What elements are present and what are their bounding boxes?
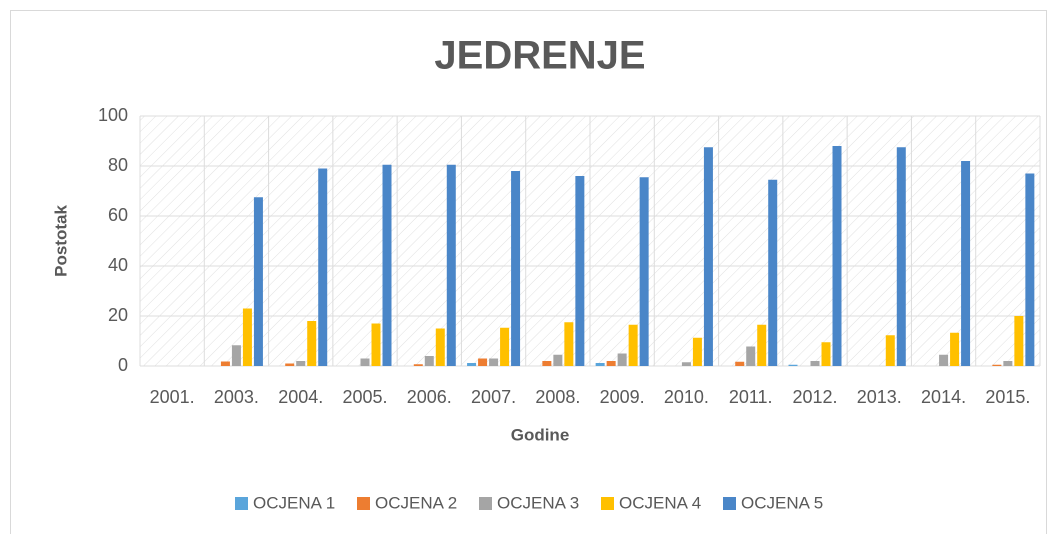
- bar: [511, 171, 521, 366]
- bar: [553, 354, 563, 366]
- chart-title: JEDRENJE: [434, 34, 645, 78]
- bar: [242, 308, 252, 366]
- bar: [296, 361, 306, 366]
- x-tick-label: 2004.: [278, 387, 323, 407]
- bar: [617, 353, 627, 366]
- x-tick-label: 2011.: [729, 387, 773, 407]
- bar: [307, 321, 317, 366]
- bar: [681, 362, 691, 366]
- y-tick-label: 60: [108, 205, 128, 225]
- x-tick-label: 2003.: [214, 387, 259, 407]
- bar: [467, 363, 477, 366]
- bar: [371, 323, 381, 366]
- legend-label: OCJENA 3: [497, 493, 579, 512]
- bar: [735, 361, 745, 366]
- bar: [885, 335, 895, 366]
- bar: [810, 361, 820, 366]
- x-tick-label: 2001.: [150, 387, 195, 407]
- x-tick-label: 2013.: [857, 387, 902, 407]
- bar: [382, 164, 392, 366]
- bar: [950, 332, 960, 366]
- bar: [628, 324, 638, 366]
- bar: [564, 322, 574, 366]
- y-axis-label: Postotak: [51, 205, 70, 277]
- bar: [285, 363, 295, 366]
- legend-label: OCJENA 4: [619, 493, 701, 512]
- bar: [703, 147, 713, 366]
- bar: [413, 364, 423, 366]
- bar: [896, 147, 906, 366]
- bar: [832, 146, 842, 366]
- bar: [489, 358, 499, 366]
- legend-label: OCJENA 1: [253, 493, 335, 512]
- bar: [768, 179, 778, 366]
- bar: [446, 164, 456, 366]
- x-tick-label: 2009.: [600, 387, 645, 407]
- y-tick-label: 0: [118, 355, 128, 375]
- bar: [231, 345, 241, 366]
- bar: [575, 176, 585, 366]
- x-tick-label: 2008.: [535, 387, 580, 407]
- bar: [746, 346, 756, 366]
- legend-swatch: [235, 497, 248, 510]
- bar: [639, 177, 649, 366]
- bar: [1014, 316, 1024, 366]
- y-tick-label: 40: [108, 255, 128, 275]
- bar: [939, 354, 949, 366]
- legend-label: OCJENA 2: [375, 493, 457, 512]
- bar: [360, 358, 370, 366]
- legend-swatch: [479, 497, 492, 510]
- legend-label: OCJENA 5: [741, 493, 823, 512]
- bar: [220, 361, 230, 366]
- x-tick-label: 2007.: [471, 387, 516, 407]
- bar: [757, 324, 767, 366]
- y-tick-label: 20: [108, 305, 128, 325]
- bar: [821, 342, 831, 366]
- bar: [478, 358, 488, 366]
- x-tick-label: 2015.: [985, 387, 1030, 407]
- legend-swatch: [357, 497, 370, 510]
- bar: [435, 328, 445, 366]
- legend-swatch: [723, 497, 736, 510]
- bar: [1003, 361, 1013, 366]
- bar: [788, 364, 798, 366]
- bar: [1025, 173, 1035, 366]
- bar: [500, 327, 510, 366]
- x-tick-label: 2005.: [342, 387, 387, 407]
- bar: [318, 168, 328, 366]
- x-tick-label: 2006.: [407, 387, 452, 407]
- bar: [692, 337, 702, 366]
- bar: [253, 197, 263, 366]
- bar: [606, 361, 616, 366]
- legend-swatch: [601, 497, 614, 510]
- bar: [542, 361, 552, 366]
- x-tick-label: 2014.: [921, 387, 966, 407]
- x-tick-label: 2012.: [792, 387, 837, 407]
- x-axis-label: Godine: [511, 425, 570, 444]
- y-tick-label: 80: [108, 155, 128, 175]
- bar: [992, 364, 1002, 366]
- bar: [424, 356, 434, 366]
- bar: [595, 363, 605, 366]
- y-tick-label: 100: [98, 105, 128, 125]
- x-tick-label: 2010.: [664, 387, 709, 407]
- bar: [961, 161, 971, 366]
